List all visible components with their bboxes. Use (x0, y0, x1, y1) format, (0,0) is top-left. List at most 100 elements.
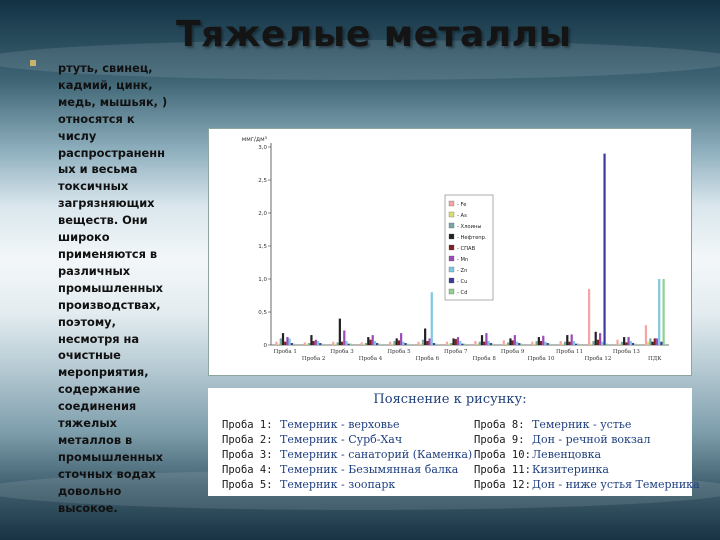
explanation-row: Проба 12:Дон - ниже устья Темерника (474, 478, 700, 491)
body-line: кадмий, цинк, (58, 77, 153, 92)
body-line: медь, мышьяк, ) (58, 94, 168, 109)
x-tick-label: ПДК (648, 356, 662, 362)
bar-chart: ммг/дм³ 0 0,5 1,0 1,5 2,0 2,5 3,0 Проба 1 Проба 2… (242, 136, 669, 362)
legend-swatch (448, 200, 455, 207)
bar (424, 328, 427, 345)
bar (631, 343, 635, 345)
bar (275, 341, 278, 345)
legend-swatch (448, 244, 455, 251)
bar (599, 333, 602, 345)
bar (445, 341, 449, 345)
bar (319, 343, 322, 345)
bar (388, 341, 392, 345)
probe-description: Темерник - зоопарк (280, 478, 396, 491)
bar (343, 330, 346, 345)
bar (305, 343, 309, 345)
bar (290, 343, 293, 345)
bar (618, 343, 621, 345)
bar (321, 343, 324, 345)
body-line: загрязняющих (58, 196, 155, 211)
bar (292, 343, 296, 345)
x-tick-label: Проба 7 (444, 348, 468, 355)
legend-entry: - СПАВ (457, 246, 476, 252)
bar (421, 339, 425, 345)
bar (587, 288, 591, 345)
bar (515, 341, 519, 345)
probe-label: Проба 5: (222, 479, 273, 491)
bar (542, 335, 545, 345)
legend-swatch (448, 222, 455, 229)
legend-swatch (448, 266, 455, 273)
bar (509, 338, 512, 345)
body-line: промышленных (58, 449, 164, 464)
bar (485, 333, 488, 345)
bar (281, 333, 285, 345)
bar (391, 343, 394, 345)
x-tick-label: Проба 11 (556, 348, 583, 355)
bar (627, 337, 630, 345)
x-tick-label: Проба 9 (501, 348, 525, 355)
explanation-row: Проба 8: Темерник - устье (474, 418, 631, 431)
explanation-title: Пояснение к рисунку: (373, 392, 527, 407)
bar (419, 343, 422, 345)
legend-swatch (448, 211, 455, 218)
bar (284, 341, 287, 345)
explanation-row: Проба 11:Кизитеринка (474, 463, 609, 476)
bar (563, 341, 567, 345)
slide-body-text: ртуть, свинец, кадмий, цинк, медь, мышьяк,… (58, 60, 183, 516)
bar (345, 341, 348, 345)
bar (658, 279, 661, 345)
chart-panel: ммг/дм³ 0 0,5 1,0 1,5 2,0 2,5 3,0 Проба 1 Проба 2… (208, 128, 692, 376)
probe-description: Темерник - устье (532, 418, 632, 431)
body-line: очистные (58, 348, 121, 363)
body-line: ртуть, свинец, (58, 61, 153, 75)
bar (566, 335, 569, 345)
bar (332, 341, 335, 345)
probe-description: Дон - ниже устья Темерника (532, 478, 700, 491)
body-line: содержание (58, 382, 141, 397)
x-tick-label: Проба 12 (584, 355, 611, 362)
explanation-row: Проба 3: Темерник - санаторий (Каменка) (222, 448, 472, 461)
bar (456, 337, 460, 345)
body-line: довольно (58, 483, 122, 498)
probe-label: Проба 2: (222, 434, 273, 446)
bar (362, 343, 365, 345)
bar (376, 343, 379, 345)
legend-entry: - Fe (457, 202, 466, 208)
bullet-marker (30, 60, 36, 66)
bar (629, 341, 632, 345)
probe-description: Темерник - Безымянная балка (280, 463, 459, 476)
legend-entry: - Mn (457, 257, 468, 263)
body-line: несмотря на (58, 331, 140, 346)
bar (400, 333, 403, 345)
bar (518, 343, 521, 345)
legend-entry: - Zn (457, 268, 467, 274)
body-line: ых и весьма (58, 162, 138, 177)
x-tick-label: Проба 8 (472, 355, 496, 362)
body-line: числу (58, 128, 97, 143)
body-line: применяются в (58, 246, 158, 261)
bar (620, 341, 624, 345)
probe-label: Проба 12: (474, 479, 531, 491)
bar (594, 331, 597, 345)
bar (504, 343, 508, 345)
bar (561, 343, 564, 345)
bar (476, 343, 479, 345)
body-line: широко (58, 230, 110, 245)
bar (568, 341, 571, 345)
probe-label: Проба 4: (222, 464, 273, 476)
bar (404, 343, 407, 345)
y-tick-label: 0 (264, 343, 268, 349)
bar (513, 335, 516, 345)
body-line: различных (58, 263, 131, 278)
bar (364, 343, 368, 345)
body-line: веществ. Они (58, 213, 148, 228)
bar (531, 341, 534, 345)
bar (288, 338, 291, 345)
body-line: соединения (58, 399, 137, 414)
bar (487, 341, 490, 345)
y-tick-label: 2,0 (258, 211, 267, 217)
probe-description: Темерник - Сурб-Хач (280, 433, 403, 446)
x-tick-label: Проба 2 (302, 355, 325, 362)
probe-label: Проба 10: (474, 449, 531, 461)
